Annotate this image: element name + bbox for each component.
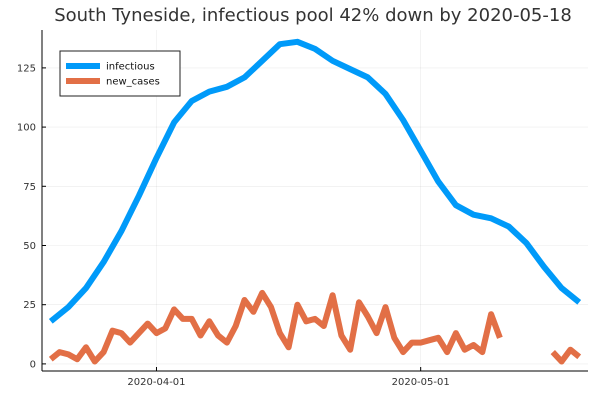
legend-label: infectious: [106, 62, 155, 73]
series-line-infectious: [48, 38, 582, 324]
legend-box: [59, 50, 181, 97]
x-tick-labels: 2020-04-01 2020-05-01: [127, 377, 449, 388]
x-tick-label: 2020-05-01: [392, 377, 450, 388]
y-tick-label: 50: [23, 241, 36, 252]
plot-area: [48, 38, 582, 365]
x-tick-label: 2020-04-01: [127, 377, 185, 388]
y-tick-label: 100: [17, 123, 36, 134]
series-line-new-cases: [48, 289, 582, 365]
y-tick-labels: 0 25 50 75 100 125: [17, 63, 36, 370]
y-tick-label: 125: [17, 63, 36, 74]
y-tick-label: 75: [23, 182, 36, 193]
y-tick-label: 0: [30, 359, 36, 370]
axes: [41, 30, 588, 372]
legend: infectious new_cases: [59, 50, 181, 97]
chart-title: South Tyneside, infectious pool 42% down…: [54, 5, 572, 26]
y-tick-label: 25: [23, 300, 36, 311]
legend-label: new_cases: [106, 77, 160, 88]
